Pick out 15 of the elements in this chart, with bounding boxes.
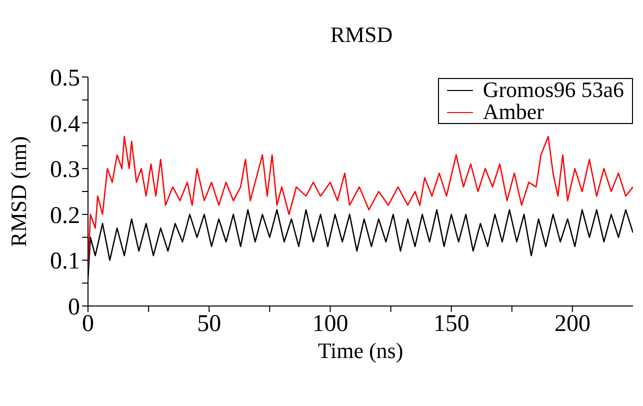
y-tick-label: 0.4 xyxy=(50,111,80,138)
y-tick-label: 0 xyxy=(68,294,80,321)
legend-label: Amber xyxy=(482,99,544,124)
x-tick-label: 100 xyxy=(312,311,348,338)
x-tick-label: 150 xyxy=(433,311,470,338)
x-tick-label: 50 xyxy=(197,311,222,338)
x-tick-label: 200 xyxy=(554,311,590,338)
y-tick-label: 0.3 xyxy=(50,157,80,184)
y-tick-label: 0.5 xyxy=(50,66,80,92)
chart-title: RMSD xyxy=(329,22,394,48)
x-axis-title: Time (ns) xyxy=(318,338,404,363)
y-tick-label: 0.2 xyxy=(50,202,80,229)
y-axis-title: RMSD (nm) xyxy=(6,136,31,247)
legend-label: Gromos96 53a6 xyxy=(482,77,624,102)
y-tick-label: 0.1 xyxy=(50,248,80,275)
